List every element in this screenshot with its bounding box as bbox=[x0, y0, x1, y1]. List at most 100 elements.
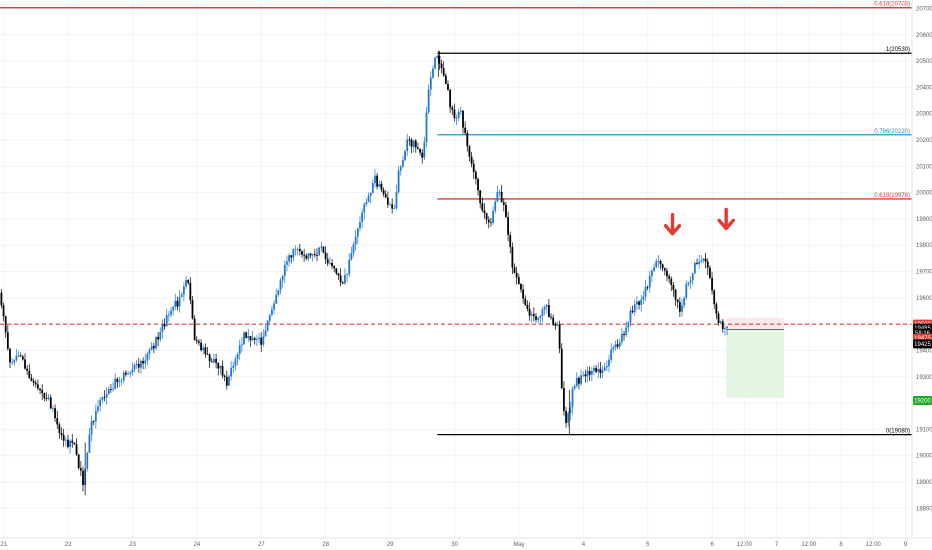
candle bbox=[412, 139, 415, 153]
candle bbox=[350, 246, 353, 261]
candle bbox=[466, 129, 469, 152]
candle bbox=[43, 392, 46, 402]
candle bbox=[580, 369, 582, 386]
y-tick-label: 20600 bbox=[916, 33, 932, 39]
candle bbox=[552, 314, 555, 326]
x-tick-label: 6 bbox=[711, 542, 715, 548]
candle bbox=[640, 295, 643, 312]
candle bbox=[599, 361, 602, 379]
x-tick-label: 29 bbox=[387, 542, 394, 548]
candle bbox=[520, 283, 522, 293]
candle bbox=[567, 411, 570, 427]
candle bbox=[522, 284, 525, 304]
candle bbox=[198, 338, 200, 346]
candle bbox=[219, 365, 222, 375]
candle bbox=[52, 405, 54, 413]
candle bbox=[543, 305, 546, 316]
candle bbox=[348, 253, 351, 277]
candle bbox=[605, 361, 608, 372]
fib-1-label: 1(20530) bbox=[886, 47, 910, 53]
candle bbox=[399, 165, 402, 176]
candle bbox=[623, 330, 625, 341]
candle bbox=[230, 360, 233, 381]
candle bbox=[653, 263, 655, 273]
x-tick-label: 8 bbox=[839, 542, 843, 548]
candle bbox=[382, 187, 385, 197]
price-levels: 0.618(20703) 1(20530) 0.786(20220) 0.618(19… bbox=[0, 2, 912, 436]
candle bbox=[603, 362, 606, 372]
candle bbox=[423, 136, 426, 160]
candle bbox=[24, 353, 26, 370]
candle bbox=[528, 302, 531, 321]
candle bbox=[337, 272, 340, 280]
candle bbox=[331, 259, 333, 269]
x-tick-label: 12:00 bbox=[866, 542, 882, 548]
candle bbox=[563, 381, 565, 416]
candle bbox=[131, 362, 134, 376]
candle bbox=[573, 383, 576, 391]
candle bbox=[140, 359, 142, 374]
candle bbox=[240, 337, 243, 353]
candle bbox=[202, 344, 205, 355]
candle bbox=[698, 254, 701, 269]
candle bbox=[13, 358, 16, 366]
candle bbox=[311, 253, 314, 262]
candle bbox=[614, 340, 617, 351]
candle bbox=[408, 136, 411, 146]
candle bbox=[537, 316, 540, 324]
candle bbox=[419, 148, 421, 156]
candle bbox=[148, 347, 151, 360]
take-profit-zone[interactable] bbox=[726, 329, 785, 398]
candle bbox=[547, 299, 550, 318]
candle bbox=[243, 331, 245, 345]
candle bbox=[704, 252, 707, 269]
candle bbox=[322, 246, 325, 254]
candle bbox=[326, 253, 329, 267]
time-axis[interactable]: 21 22 23 24 27 28 29 30 May 4 5 6 12:00 7 12:00 8 12:00 9 bbox=[0, 537, 932, 548]
candle bbox=[726, 326, 728, 336]
candle bbox=[105, 387, 108, 405]
candle bbox=[180, 292, 183, 298]
candle bbox=[427, 84, 430, 114]
candle bbox=[245, 331, 248, 339]
candle bbox=[303, 248, 306, 262]
candle bbox=[292, 248, 295, 262]
fib-0786-label: 0.786(20220) bbox=[874, 129, 910, 135]
candle bbox=[721, 318, 724, 333]
candle bbox=[693, 261, 696, 275]
candle bbox=[352, 241, 355, 258]
candle bbox=[264, 323, 267, 337]
candle bbox=[569, 401, 572, 421]
candle bbox=[636, 296, 638, 310]
candle bbox=[432, 65, 434, 80]
candle bbox=[249, 335, 252, 347]
price-axis[interactable]: 20700 20600 20500 20400 20300 20200 20100 20000… bbox=[911, 0, 932, 538]
candle bbox=[620, 327, 623, 346]
y-tick-label: 19400 bbox=[916, 348, 932, 354]
candle bbox=[71, 433, 74, 448]
candle bbox=[509, 231, 512, 254]
candle bbox=[384, 190, 387, 198]
candle bbox=[341, 280, 344, 285]
candle bbox=[225, 370, 228, 390]
candle bbox=[67, 434, 69, 449]
candle bbox=[451, 105, 454, 116]
candle bbox=[286, 255, 288, 272]
stop-loss-zone[interactable] bbox=[726, 317, 785, 330]
candle bbox=[481, 197, 484, 213]
candle bbox=[683, 296, 686, 309]
candle bbox=[182, 282, 185, 302]
position-zones bbox=[726, 317, 785, 398]
candle bbox=[86, 451, 89, 472]
candle bbox=[685, 280, 688, 301]
candle bbox=[578, 376, 580, 390]
candle bbox=[668, 273, 671, 284]
candle bbox=[530, 311, 533, 323]
down-arrow-icon[interactable] bbox=[663, 213, 682, 236]
candle bbox=[77, 453, 80, 470]
candle bbox=[655, 258, 658, 269]
candle bbox=[271, 305, 273, 317]
down-arrow-icon[interactable] bbox=[717, 207, 735, 231]
candle bbox=[137, 358, 140, 373]
